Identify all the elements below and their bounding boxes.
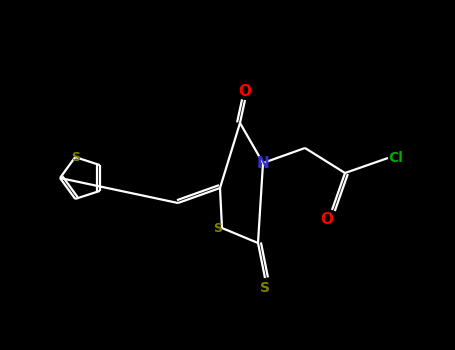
- Text: S: S: [71, 150, 80, 163]
- Text: S: S: [260, 281, 270, 295]
- Text: O: O: [320, 212, 334, 228]
- Text: Cl: Cl: [389, 151, 404, 165]
- Text: S: S: [213, 222, 222, 235]
- Text: O: O: [238, 84, 252, 99]
- Text: N: N: [257, 155, 269, 170]
